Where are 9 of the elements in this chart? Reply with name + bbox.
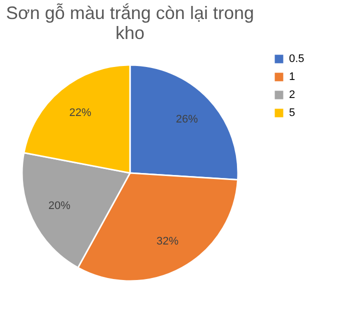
data-label: 26%: [176, 114, 198, 126]
legend-label: 0.5: [289, 53, 304, 65]
data-label: 22%: [69, 106, 92, 119]
data-label: 20%: [48, 200, 71, 212]
legend-label: 5: [289, 107, 296, 119]
chart-title: Sơn gỗ màu trắng còn lại trong kho: [6, 3, 254, 43]
legend-label: 2: [289, 89, 296, 101]
legend-label: 1: [289, 71, 296, 83]
data-label: 32%: [156, 235, 179, 248]
